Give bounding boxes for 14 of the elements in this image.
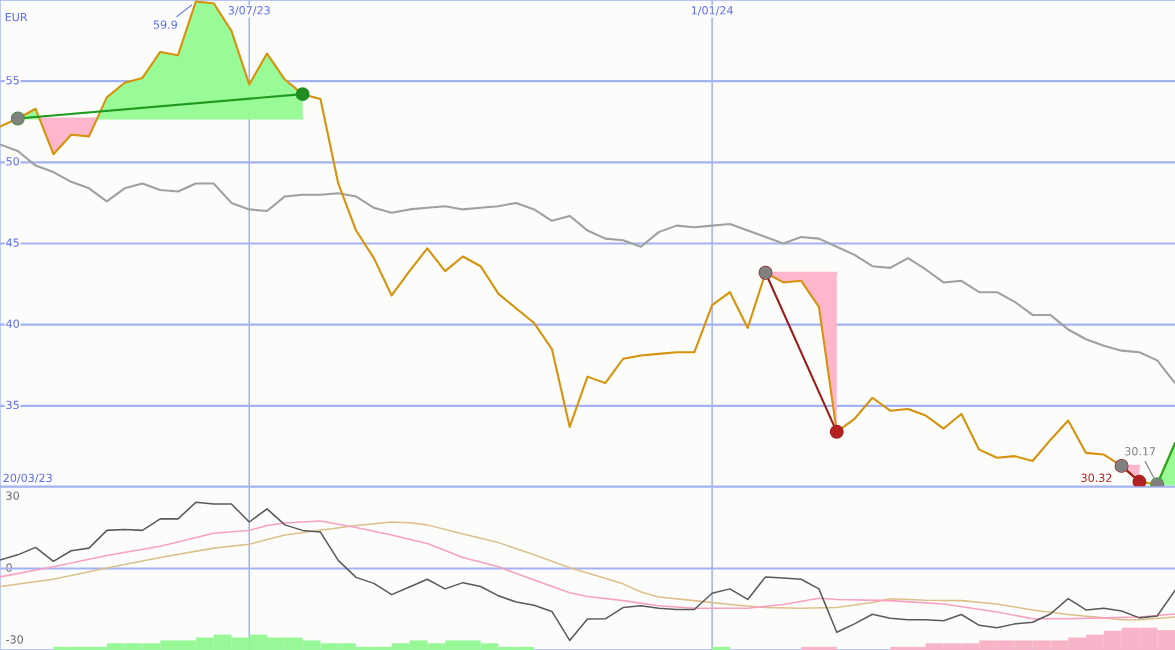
y-axis-title: EUR [5,12,28,22]
x-tick-label: 1/01/24 [691,6,733,16]
y-tick-label: 35 [6,400,19,410]
x-tick-label: 3/07/23 [228,6,270,16]
annotation: 20/03/23 [3,473,52,483]
y-tick-label: 55 [6,76,19,85]
y-tick-label: -30 [6,635,23,644]
y-tick-label: 30 [6,491,19,500]
y-tick-label: 40 [6,319,19,328]
y-tick-label: 50 [6,157,19,166]
annotation: 59.9 [153,20,177,29]
annotation: 30.17 [1125,447,1156,456]
annotation: 30.32 [1081,473,1112,483]
y-tick-label: 45 [6,238,19,247]
